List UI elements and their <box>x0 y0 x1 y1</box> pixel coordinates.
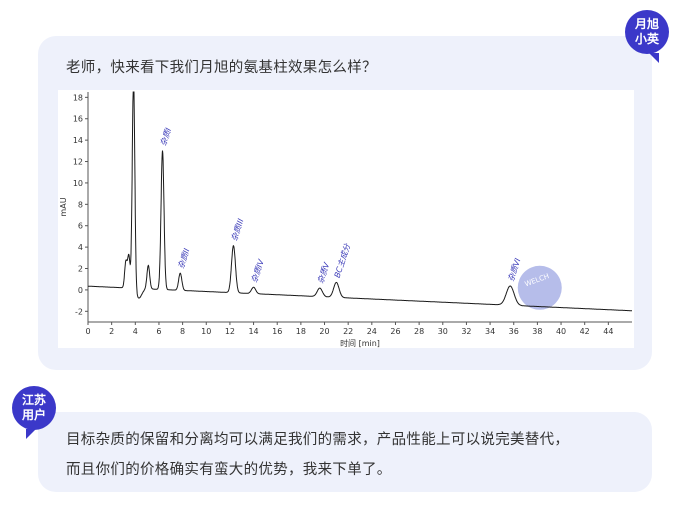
x-tick-label: 0 <box>85 327 90 336</box>
badge-line-1: 江苏 <box>21 393 46 407</box>
answer-bubble <box>38 412 652 492</box>
x-tick-label: 40 <box>556 327 566 336</box>
x-axis-label: 时间 [min] <box>340 338 380 348</box>
badge-tail <box>649 53 659 63</box>
x-tick-label: 12 <box>225 327 235 336</box>
user-avatar-badge: 江苏 用户 <box>12 386 56 439</box>
x-tick-label: 32 <box>461 327 471 336</box>
x-tick-label: 36 <box>509 327 519 336</box>
y-tick-label: 0 <box>78 286 83 295</box>
peak-label: 杂质I <box>159 126 173 147</box>
badge-line-2: 用户 <box>21 408 46 422</box>
x-tick-label: 28 <box>414 327 424 336</box>
x-tick-label: 6 <box>156 327 161 336</box>
chromatogram-trace <box>88 91 632 312</box>
y-tick-label: 2 <box>78 265 83 274</box>
y-tick-label: 12 <box>73 158 83 167</box>
answer-text-line-1: 目标杂质的保留和分离均可以满足我们的需求，产品性能上可以说完美替代， <box>66 432 570 448</box>
peak-label: 杂质III <box>230 217 246 242</box>
x-tick-label: 34 <box>485 327 495 336</box>
x-tick-label: 4 <box>133 327 138 336</box>
x-tick-label: 30 <box>438 327 448 336</box>
badge-line-1: 月旭 <box>634 17 659 31</box>
x-tick-label: 24 <box>367 327 377 336</box>
watermark-circle <box>517 265 562 310</box>
x-tick-label: 14 <box>248 327 258 336</box>
x-tick-label: 26 <box>390 327 400 336</box>
peak-label: BC主成分 <box>333 242 353 279</box>
x-tick-label: 44 <box>603 327 613 336</box>
x-tick-label: 8 <box>180 327 185 336</box>
y-tick-label: 10 <box>73 179 83 188</box>
y-tick-label: 16 <box>73 115 83 124</box>
x-tick-label: 42 <box>580 327 590 336</box>
chromatogram-chart: -2 0 2 4 6 8 10 12 14 16 18 0 2 4 6 8 10 12 14 16 18 20 22 24 26… <box>58 90 634 348</box>
x-tick-label: 16 <box>272 327 282 336</box>
x-tick-label: 38 <box>532 327 542 336</box>
x-tick-label: 18 <box>296 327 306 336</box>
yuexu-avatar-badge: 月旭 小英 <box>625 10 669 63</box>
x-tick-label: 20 <box>319 327 329 336</box>
y-tick-label: -2 <box>75 307 83 316</box>
y-tick-label: 6 <box>78 222 83 231</box>
y-tick-label: 14 <box>73 136 83 145</box>
badge-tail <box>26 429 36 439</box>
answer-text-line-2: 而且你们的价格确实有蛮大的优势，我来下单了。 <box>66 462 392 478</box>
x-tick-label: 10 <box>201 327 211 336</box>
peak-label: 杂质IV <box>250 258 266 284</box>
y-axis-label: mAU <box>59 197 68 216</box>
y-tick-label: 8 <box>78 200 83 209</box>
x-tick-label: 22 <box>343 327 353 336</box>
peak-label: 杂质II <box>177 247 192 270</box>
y-tick-label: 4 <box>78 243 83 252</box>
y-tick-label: 18 <box>73 93 83 102</box>
peak-label: 杂质V <box>316 261 331 285</box>
x-tick-label: 2 <box>109 327 114 336</box>
question-text: 老师，快来看下我们月旭的氨基柱效果怎么样？ <box>66 60 377 76</box>
badge-line-2: 小英 <box>634 32 659 46</box>
